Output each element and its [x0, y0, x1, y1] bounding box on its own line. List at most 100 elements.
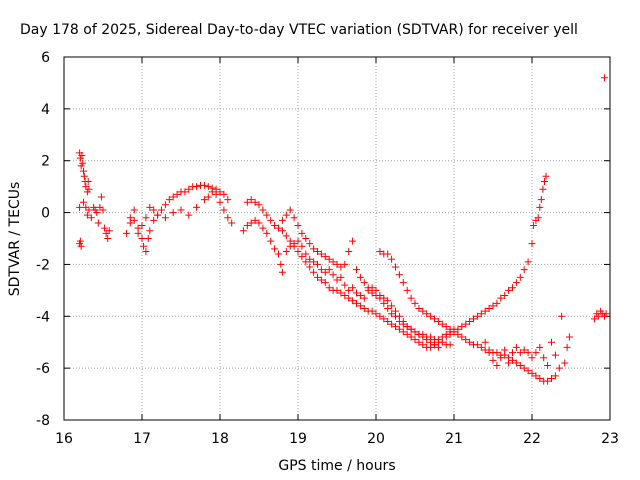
data-point: [419, 307, 427, 315]
x-tick-label: 16: [55, 431, 73, 447]
data-point: [399, 279, 407, 287]
data-point: [512, 279, 520, 287]
data-point: [505, 359, 513, 367]
data-point: [314, 273, 321, 281]
data-point: [243, 198, 251, 206]
data-point: [501, 346, 509, 354]
data-point: [317, 266, 325, 274]
series-arc-a: [76, 149, 93, 196]
data-point: [329, 258, 337, 266]
data-point: [539, 185, 547, 193]
data-point: [353, 299, 360, 307]
data-point: [185, 185, 193, 193]
data-point: [80, 198, 87, 206]
data-point: [200, 181, 208, 189]
data-point: [493, 349, 501, 357]
data-point: [193, 183, 201, 191]
x-tick-labels: 16 17 18 19 20 21 22 23: [55, 431, 619, 447]
plot-frame: [63, 56, 611, 421]
data-point: [516, 362, 524, 370]
data-point: [594, 312, 602, 320]
data-point: [267, 237, 275, 245]
series-arc-j: [481, 312, 573, 372]
data-point: [551, 372, 559, 380]
data-point: [337, 263, 345, 271]
data-point: [286, 206, 294, 214]
series-arc-g: [278, 206, 442, 351]
x-tick-label: 23: [601, 431, 619, 447]
data-point: [399, 328, 407, 336]
data-point: [150, 206, 158, 214]
data-point: [407, 294, 415, 302]
data-point: [317, 250, 325, 258]
data-point: [134, 229, 142, 237]
data-point: [353, 266, 360, 274]
data-point: [512, 359, 520, 367]
data-point: [532, 349, 540, 357]
data-point: [353, 289, 360, 297]
data-point: [407, 333, 415, 341]
data-point: [532, 372, 540, 380]
data-point: [481, 338, 489, 346]
data-point: [516, 349, 524, 357]
data-point: [462, 320, 470, 328]
data-point: [431, 315, 438, 323]
data-point: [181, 188, 189, 196]
data-point: [368, 289, 376, 297]
data-point: [325, 266, 333, 274]
data-point: [392, 263, 399, 271]
data-point: [551, 351, 559, 359]
y-tick-label: -2: [36, 257, 50, 273]
data-point: [489, 356, 497, 364]
data-point: [540, 177, 548, 185]
data-point: [536, 343, 544, 351]
data-point: [275, 224, 282, 232]
data-point: [286, 242, 294, 250]
data-point: [255, 201, 263, 209]
data-point: [477, 310, 485, 318]
data-point: [485, 305, 493, 313]
data-point: [403, 286, 411, 294]
data-point: [395, 271, 403, 279]
data-point: [310, 258, 318, 266]
data-point: [349, 297, 357, 305]
data-point: [345, 286, 353, 294]
y-tick-label: 6: [41, 50, 50, 66]
series-outlier: [601, 74, 609, 82]
data-point: [548, 338, 555, 346]
data-point: [530, 222, 538, 230]
data-point: [341, 292, 349, 300]
data-point: [314, 260, 321, 268]
y-tick-label: -8: [36, 413, 50, 429]
data-point: [341, 281, 349, 289]
data-point: [282, 232, 290, 240]
data-point: [481, 307, 489, 315]
data-point: [150, 216, 158, 224]
data-point: [97, 193, 105, 201]
data-point: [542, 172, 550, 180]
data-point: [341, 260, 349, 268]
data-point: [298, 242, 306, 250]
data-point: [337, 273, 345, 281]
data-points: [76, 74, 610, 385]
data-point: [105, 227, 113, 235]
data-point: [154, 211, 162, 219]
data-point: [333, 276, 341, 284]
data-point: [388, 302, 396, 310]
y-axis-label: SDTVAR / TECUs: [7, 182, 23, 297]
data-point: [466, 338, 474, 346]
data-point: [290, 240, 298, 248]
data-point: [329, 271, 337, 279]
data-point: [520, 266, 528, 274]
x-axis-label: GPS time / hours: [278, 458, 395, 474]
data-point: [298, 253, 306, 261]
data-point: [220, 206, 228, 214]
y-tick-labels: -8 -6 -4 -2 0 2 4 6: [36, 50, 50, 429]
data-point: [423, 336, 431, 344]
data-point: [536, 375, 544, 383]
data-point: [558, 312, 566, 320]
series-arc-b: [76, 193, 113, 250]
data-point: [442, 333, 450, 341]
data-point: [177, 206, 185, 214]
